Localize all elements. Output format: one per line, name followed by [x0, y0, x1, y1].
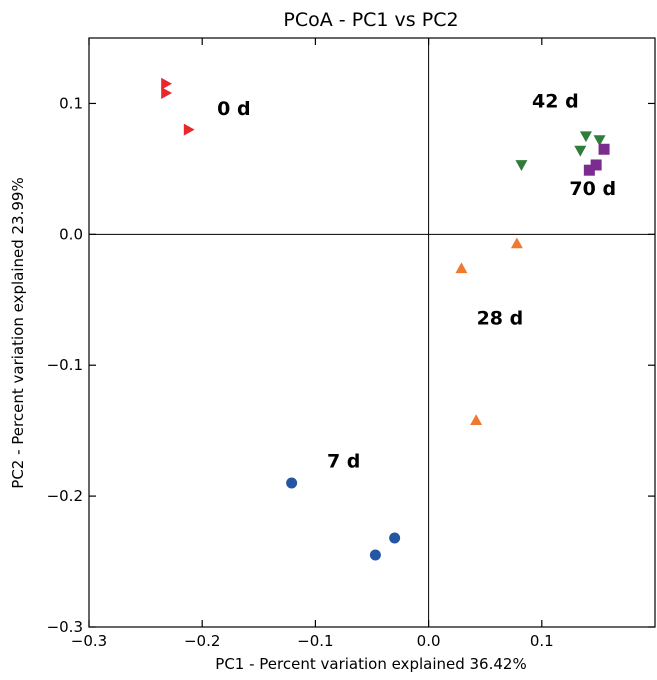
- data-point: [389, 532, 401, 544]
- plot-frame: [88, 37, 656, 628]
- data-point: [455, 262, 468, 274]
- data-point: [161, 77, 172, 90]
- x-axis-label: PC1 - Percent variation explained 36.42%: [215, 655, 526, 673]
- group-label: 0 d: [217, 98, 250, 120]
- data-point: [574, 145, 587, 157]
- data-point: [598, 143, 610, 155]
- group-label: 28 d: [477, 308, 524, 330]
- data-point: [161, 86, 172, 99]
- y-tick-label: 0.1: [59, 94, 83, 112]
- chart-title: PCoA - PC1 vs PC2: [283, 9, 458, 31]
- data-point: [470, 414, 483, 425]
- x-tick-label: 0.1: [530, 632, 554, 650]
- data-point: [590, 159, 602, 171]
- x-tick-label: −0.1: [297, 632, 333, 650]
- data-point: [579, 131, 592, 143]
- y-tick-label: −0.2: [47, 487, 83, 505]
- data-point: [286, 477, 298, 489]
- x-tick-label: 0.0: [417, 632, 441, 650]
- y-tick-label: 0.0: [59, 225, 83, 243]
- data-point: [515, 160, 528, 171]
- y-tick-label: −0.3: [47, 618, 83, 636]
- group-label: 42 d: [532, 90, 579, 112]
- data-point: [510, 237, 523, 249]
- y-tick-label: −0.1: [47, 356, 83, 374]
- group-label: 70 d: [569, 178, 616, 200]
- group-label: 7 d: [327, 450, 360, 472]
- data-point: [369, 549, 381, 561]
- data-point: [583, 164, 595, 176]
- y-axis-label: PC2 - Percent variation explained 23.99%: [9, 177, 27, 488]
- data-point: [183, 123, 195, 136]
- x-tick-label: −0.3: [71, 632, 107, 650]
- data-point: [593, 135, 606, 147]
- plot-area: −0.3 −0.2 −0.1 0.0 0.1 −0.3 −0.2 −0.1 0.0 0.1 0 d 7…: [47, 37, 656, 650]
- x-tick-label: −0.2: [184, 632, 220, 650]
